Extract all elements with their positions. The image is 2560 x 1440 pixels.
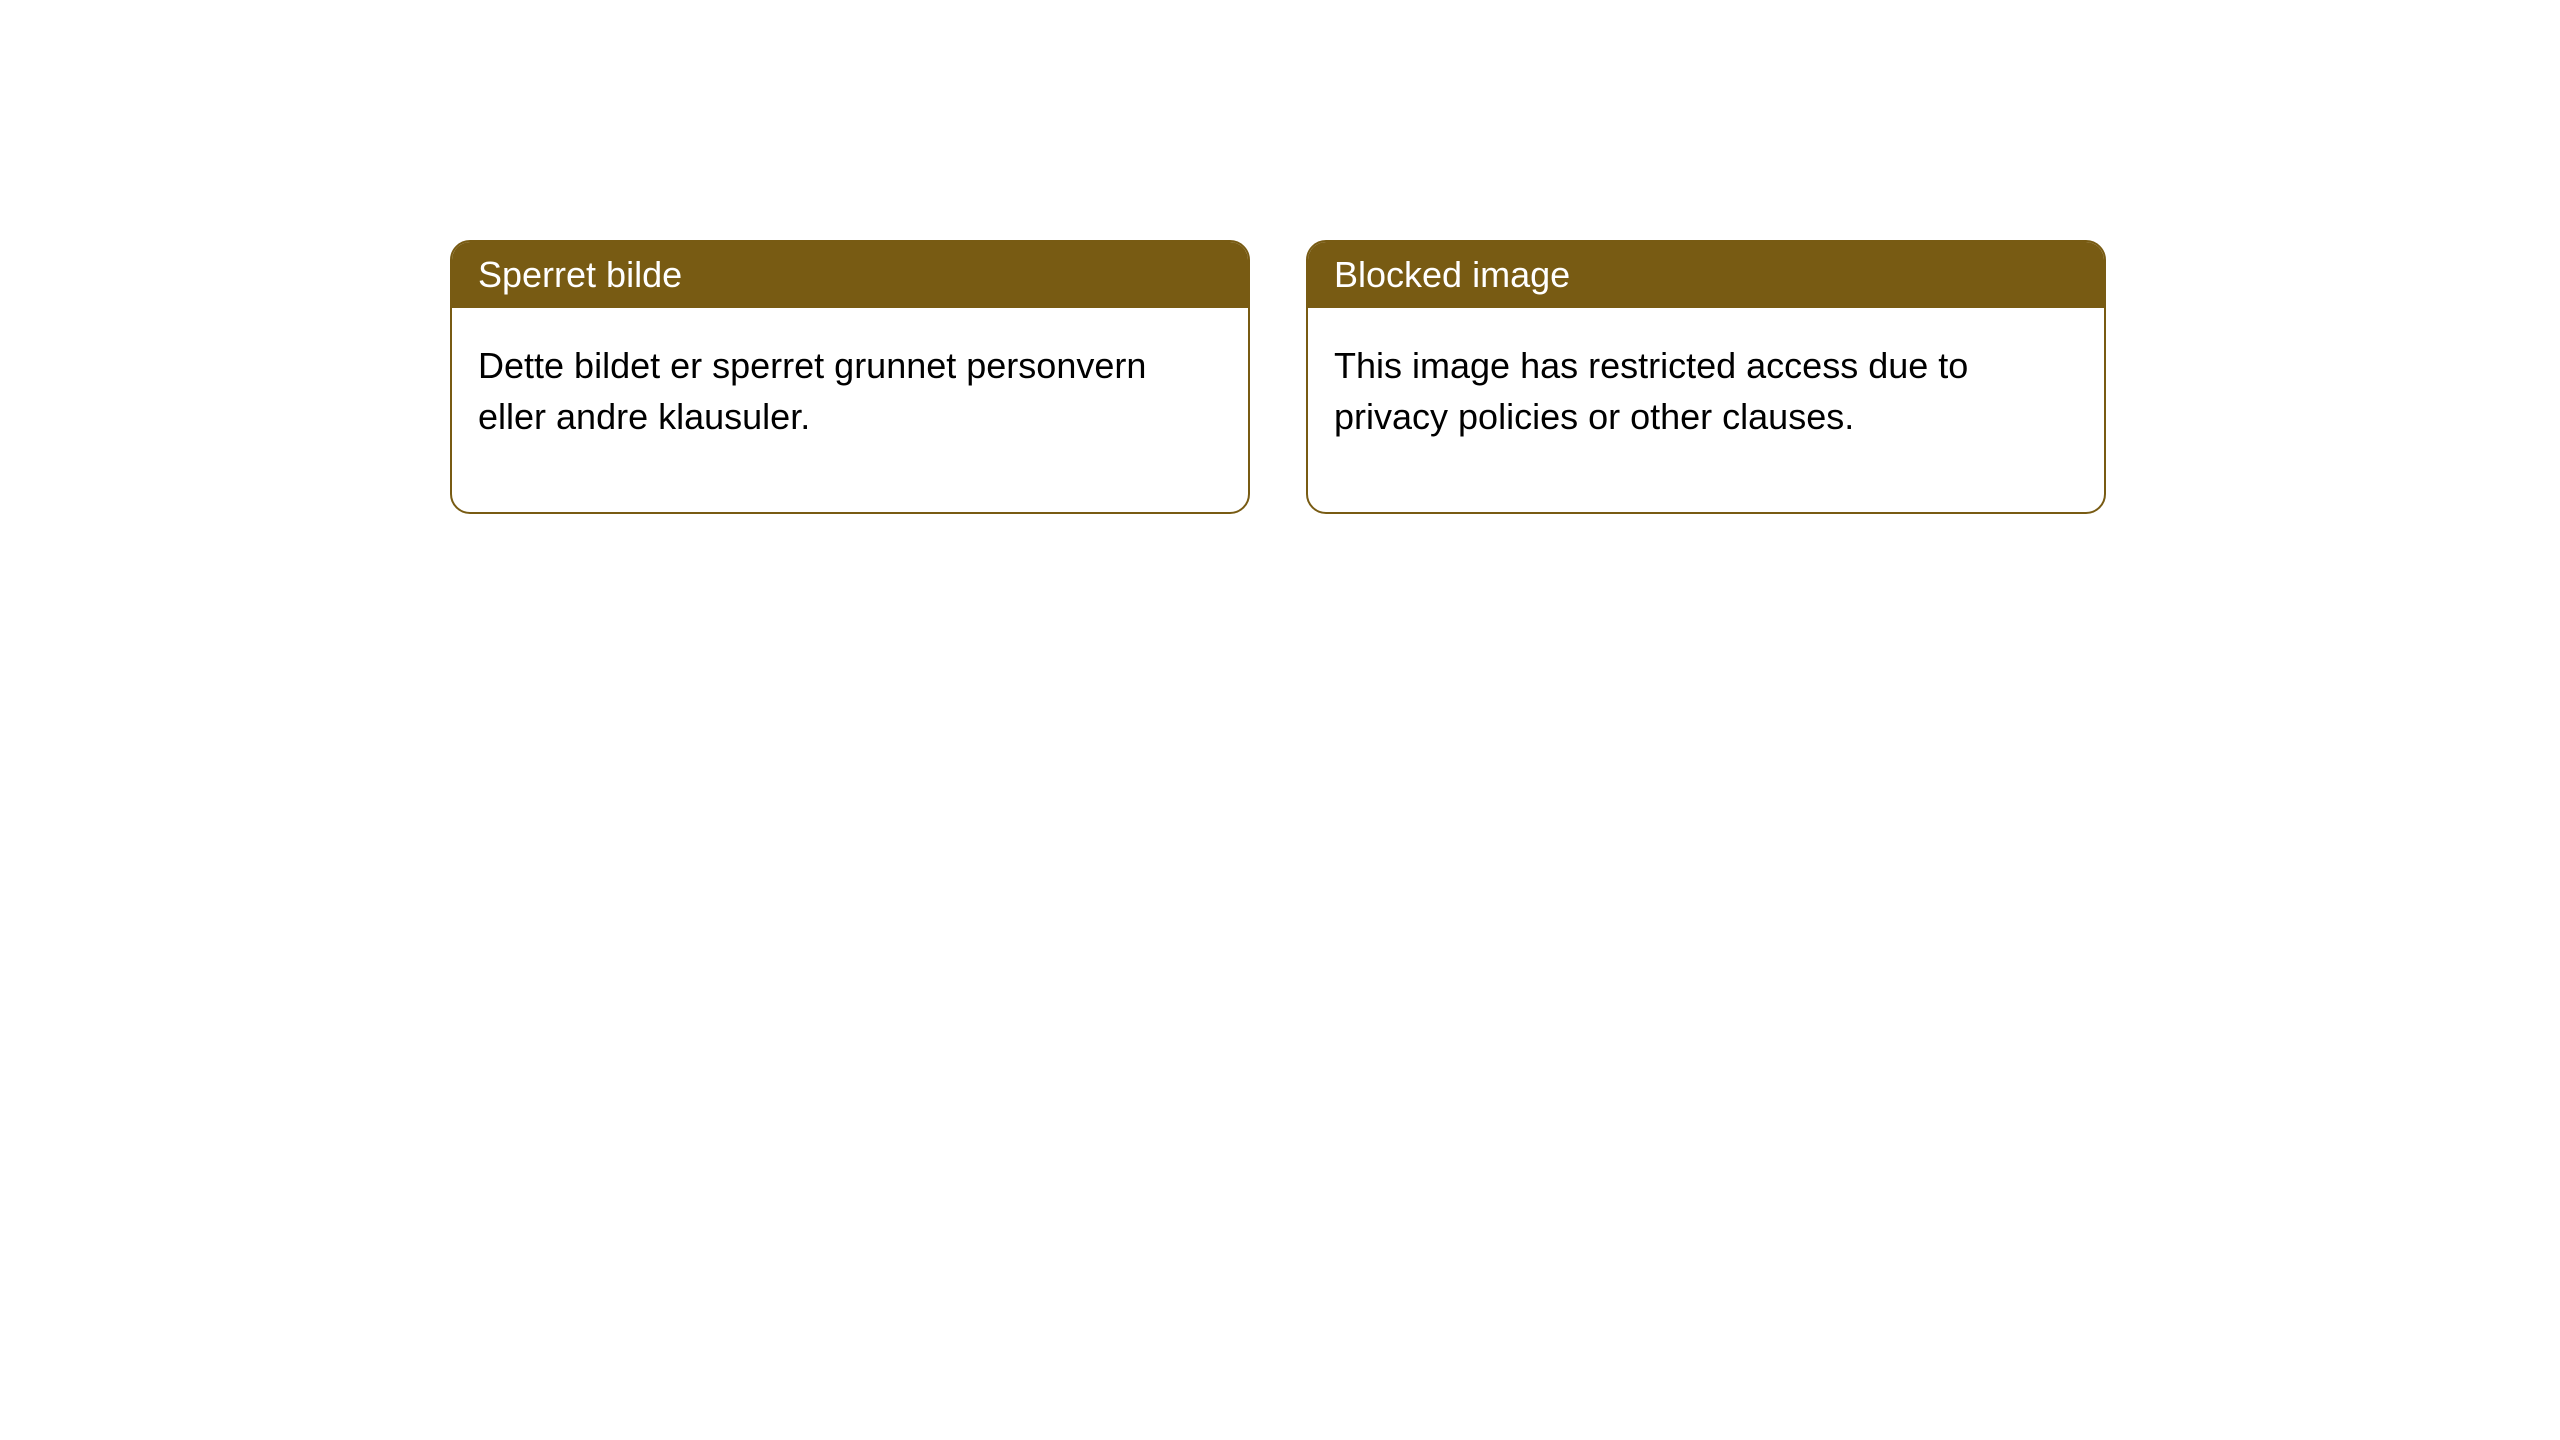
blocked-image-card-no: Sperret bilde Dette bildet er sperret gr… bbox=[450, 240, 1250, 514]
card-body-en: This image has restricted access due to … bbox=[1308, 308, 2104, 512]
card-title-en: Blocked image bbox=[1308, 242, 2104, 308]
card-body-no: Dette bildet er sperret grunnet personve… bbox=[452, 308, 1248, 512]
card-title-no: Sperret bilde bbox=[452, 242, 1248, 308]
notice-cards-container: Sperret bilde Dette bildet er sperret gr… bbox=[450, 240, 2106, 514]
blocked-image-card-en: Blocked image This image has restricted … bbox=[1306, 240, 2106, 514]
